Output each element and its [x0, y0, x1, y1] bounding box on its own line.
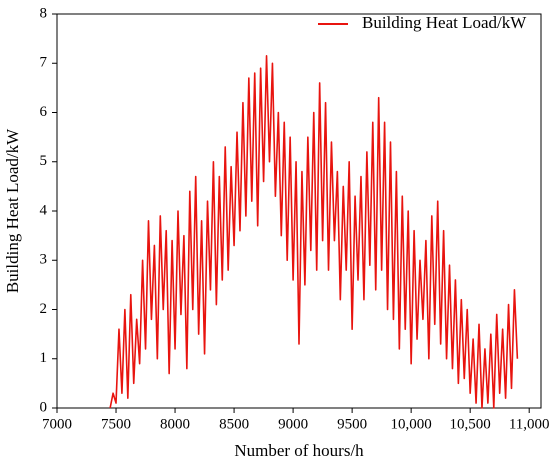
x-tick-label: 9000: [278, 416, 308, 432]
x-tick-label: 8500: [219, 416, 249, 432]
y-tick-label: 4: [40, 202, 48, 218]
x-tick-label: 8000: [160, 416, 190, 432]
legend-label: Building Heat Load/kW: [362, 13, 527, 32]
x-tick-label: 9500: [337, 416, 367, 432]
x-axis-title: Number of hours/h: [234, 441, 364, 460]
y-tick-label: 6: [40, 104, 48, 120]
y-tick-label: 0: [40, 399, 48, 415]
x-tick-label: 10,000: [391, 416, 432, 432]
y-tick-label: 5: [40, 153, 48, 169]
y-tick-label: 1: [40, 350, 48, 366]
y-tick-label: 8: [40, 5, 48, 21]
y-axis-title: Building Heat Load/kW: [3, 128, 22, 293]
data-line: [109, 55, 519, 409]
y-tick-label: 3: [40, 252, 48, 268]
x-tick-label: 7500: [101, 416, 131, 432]
x-tick-label: 7000: [42, 416, 72, 432]
y-tick-label: 7: [40, 55, 48, 71]
y-tick-label: 2: [40, 301, 48, 317]
x-tick-label: 10,500: [450, 416, 491, 432]
x-tick-label: 11,000: [509, 416, 550, 432]
